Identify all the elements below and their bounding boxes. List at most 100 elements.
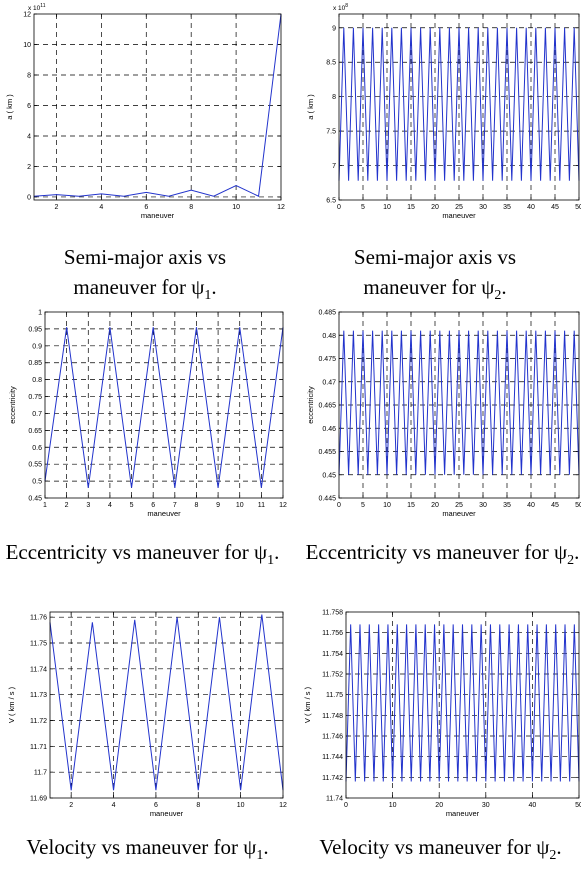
grid-lines [50, 612, 283, 798]
x-axis-label: maneuver [147, 509, 181, 518]
axes-box [338, 13, 580, 201]
caption-end: . [574, 540, 580, 564]
caption-1: Semi-major axis vs maneuver for ψ1. [20, 242, 270, 311]
grid-lines [34, 14, 281, 200]
x-tick-label: 5 [130, 502, 134, 509]
y-tick-label: 0.85 [28, 360, 42, 367]
y-tick-label: 11.744 [322, 754, 343, 761]
x-tick-label: 10 [237, 802, 245, 809]
y-tick-label: 6.5 [326, 198, 336, 205]
chart-semi-major-axis-psi1: 2 4 6 8 10 12 0 2 4 6 8 10 12 maneuver a ( km ) x 1011 [5, 3, 285, 220]
y-tick-label: 0.485 [318, 310, 336, 317]
caption-text: Velocity vs maneuver for [319, 835, 537, 859]
y-tick-label: 0.9 [32, 343, 42, 350]
caption-end: . [274, 540, 280, 564]
y-tick-label: 0.95 [28, 326, 42, 333]
axes-box [345, 611, 580, 799]
y-tick-label: 11.748 [322, 713, 343, 720]
x-tick-label: 12 [279, 502, 287, 509]
axes-box [33, 13, 282, 201]
y-tick-label: 0.55 [28, 462, 42, 469]
x-tick-label: 50 [575, 502, 581, 509]
axes-box [338, 311, 580, 499]
x-tick-label: 6 [154, 802, 158, 809]
caption-text: Eccentricity vs maneuver for [5, 540, 254, 564]
y-tick-label: 10 [23, 42, 31, 49]
x-axis-label: maneuver [141, 211, 175, 220]
x-tick-label: 0 [337, 204, 341, 211]
tick-labels: 2 4 6 8 10 12 0 2 4 6 8 10 12 [23, 12, 285, 212]
x-tick-label: 12 [279, 802, 287, 809]
caption-end: . [263, 835, 269, 859]
x-tick-label: 4 [99, 204, 103, 211]
y-tick-label: 2 [27, 164, 31, 171]
y-tick-label: 0.475 [318, 356, 336, 363]
psi-symbol: ψ [481, 275, 495, 299]
y-tick-label: 8 [332, 94, 336, 101]
series-line [49, 614, 284, 791]
y-tick-label: 0.8 [32, 377, 42, 384]
chart-semi-major-axis-psi2: 0 5 10 15 20 25 30 35 40 45 50 6.5 7 7.5 8 8.5 9 maneuver… [306, 3, 581, 220]
caption-text: Semi-major axis vs maneuver for [63, 245, 227, 299]
y-tick-label: 11.76 [30, 615, 47, 622]
axes-box [49, 611, 284, 799]
y-tick-label: 0.48 [322, 333, 336, 340]
y-tick-label: 11.71 [30, 744, 47, 751]
x-tick-label: 1 [43, 502, 47, 509]
y-tick-label: 0.7 [32, 411, 42, 418]
y-tick-label: 8.5 [326, 60, 336, 67]
x-tick-label: 50 [575, 802, 581, 809]
x-tick-label: 45 [551, 204, 559, 211]
axis-exponent-power: 11 [40, 3, 45, 9]
x-tick-label: 25 [455, 204, 463, 211]
x-axis-label: maneuver [446, 809, 480, 818]
y-tick-label: 4 [27, 133, 31, 140]
x-tick-label: 15 [407, 502, 415, 509]
caption-6: Velocity vs maneuver for ψ2. [308, 832, 573, 871]
y-tick-label: 0.465 [318, 403, 336, 410]
x-tick-label: 6 [144, 204, 148, 211]
x-axis-label: maneuver [442, 211, 476, 220]
y-tick-label: 0.65 [28, 428, 42, 435]
psi-subscript: 2 [549, 848, 557, 864]
x-tick-label: 8 [196, 802, 200, 809]
x-tick-label: 6 [151, 502, 155, 509]
tick-labels: 0 5 10 15 20 25 30 35 40 45 50 0.445 0.45 0.455 0.46 0.… [318, 310, 581, 510]
psi-symbol: ψ [243, 835, 257, 859]
y-tick-label: 0.445 [318, 496, 336, 503]
x-tick-label: 50 [575, 204, 581, 211]
tick-marks [34, 13, 282, 200]
psi-subscript: 1 [256, 848, 264, 864]
y-tick-label: 12 [23, 12, 31, 19]
series-line [345, 624, 580, 782]
psi-symbol: ψ [553, 540, 568, 564]
x-tick-label: 35 [503, 502, 511, 509]
y-axis-label: V ( km / s ) [7, 686, 16, 723]
y-tick-label: 11.7 [34, 770, 47, 777]
x-tick-label: 2 [69, 802, 73, 809]
psi-symbol: ψ [191, 275, 205, 299]
psi-subscript: 2 [494, 288, 502, 304]
x-tick-label: 10 [383, 502, 391, 509]
caption-end: . [556, 835, 562, 859]
y-tick-label: 0.5 [32, 479, 42, 486]
y-tick-label: 6 [27, 103, 31, 110]
psi-subscript: 2 [567, 553, 575, 569]
x-tick-label: 2 [55, 204, 59, 211]
y-tick-label: 0.45 [28, 496, 42, 503]
x-tick-label: 9 [216, 502, 220, 509]
caption-2: Semi-major axis vs maneuver for ψ2. [310, 242, 560, 311]
y-tick-label: 11.746 [322, 734, 343, 741]
y-tick-label: 11.74 [326, 796, 343, 803]
y-tick-label: 11.75 [326, 692, 343, 699]
chart-eccentricity-psi2: 0 5 10 15 20 25 30 35 40 45 50 0.445 0.45 0.455 0.46 0.… [306, 310, 581, 519]
psi-subscript: 1 [204, 288, 212, 304]
x-tick-label: 10 [232, 204, 240, 211]
y-tick-label: 11.756 [322, 630, 343, 637]
y-axis-label: eccentricity [306, 386, 315, 424]
plot-panel-1: 2 4 6 8 10 12 0 2 4 6 8 10 12 maneuver a ( km ) x 1011 [0, 0, 291, 230]
psi-symbol: ψ [253, 540, 268, 564]
caption-3: Eccentricity vs maneuver for ψ1. [5, 537, 280, 576]
y-tick-label: 0.47 [322, 379, 336, 386]
x-tick-label: 40 [527, 502, 535, 509]
